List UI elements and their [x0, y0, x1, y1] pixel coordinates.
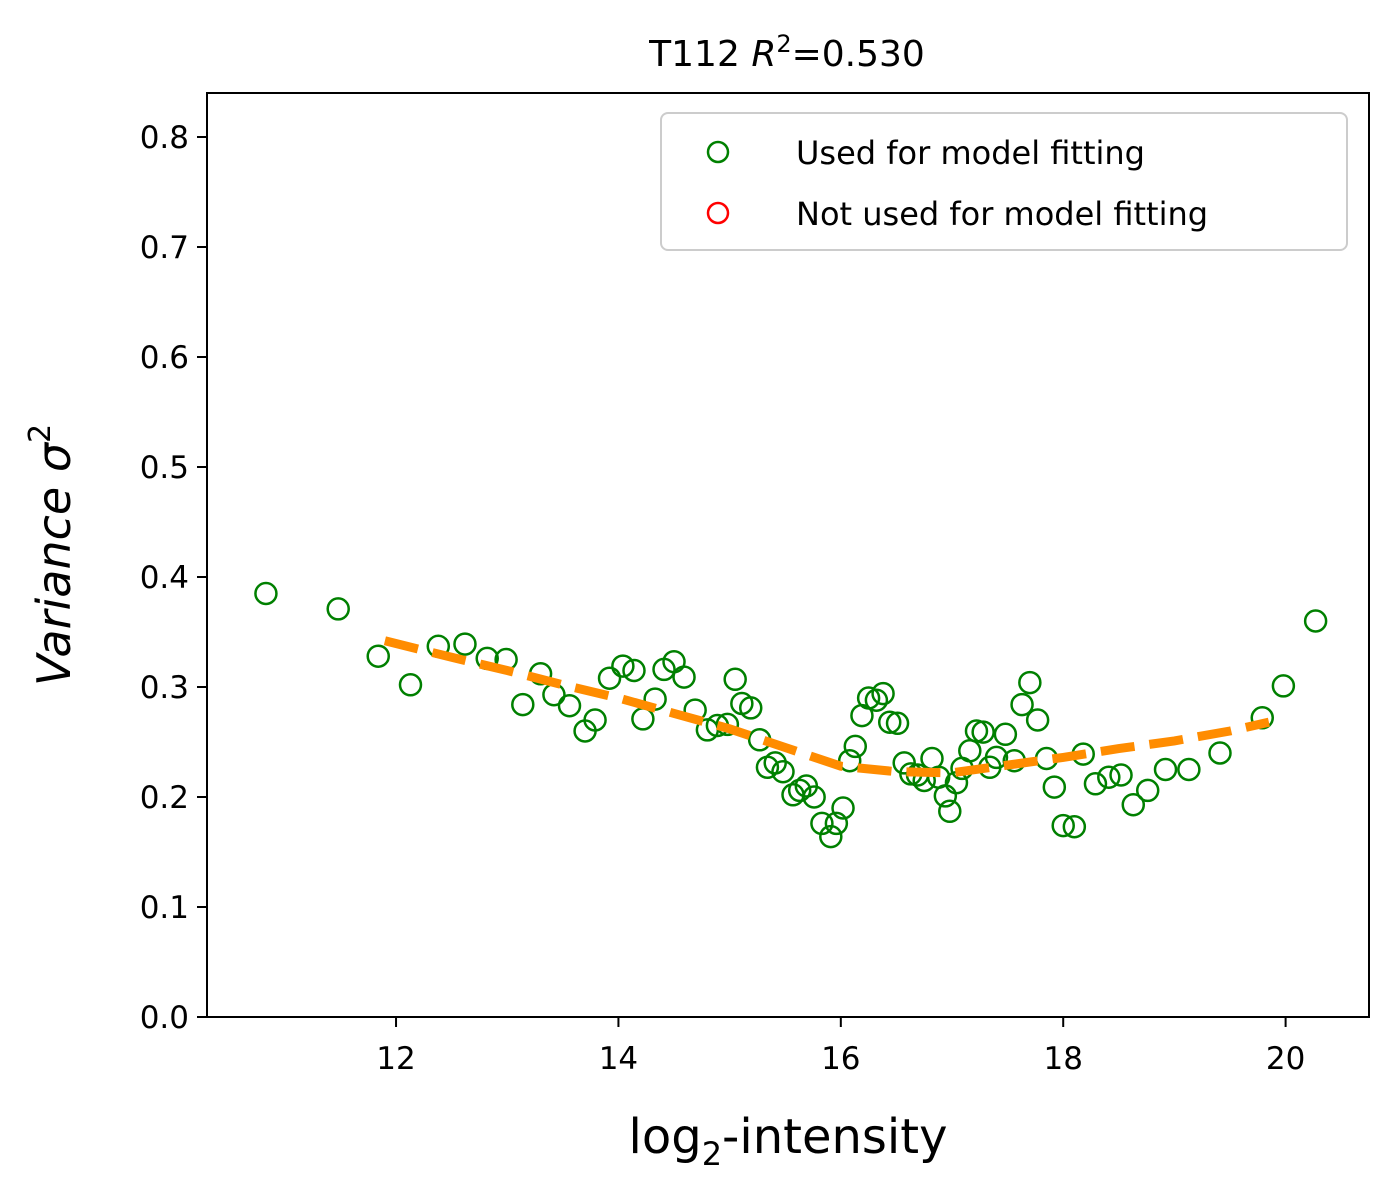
- data-point: [583, 708, 607, 732]
- data-point: [738, 696, 763, 720]
- y-tick-label: 0.5: [140, 450, 189, 486]
- y-tick-label: 0.7: [140, 230, 189, 266]
- data-point: [787, 778, 812, 803]
- legend-label-used: Used for model fitting: [796, 134, 1145, 172]
- data-point: [1097, 765, 1121, 789]
- data-point: [824, 811, 849, 836]
- data-point: [672, 665, 696, 689]
- plot-area: [254, 581, 1328, 849]
- data-point: [1051, 813, 1075, 838]
- data-point: [1121, 792, 1146, 817]
- y-tick-label: 0.4: [140, 560, 189, 596]
- y-tick-label: 0.8: [140, 120, 189, 156]
- data-point: [1010, 692, 1034, 717]
- y-tick-label: 0.2: [140, 780, 189, 816]
- x-axis-label: log2-intensity: [629, 1109, 948, 1173]
- data-point: [254, 581, 278, 606]
- data-point: [542, 682, 566, 707]
- y-tick-label: 0.1: [140, 890, 189, 926]
- data-point: [971, 720, 995, 744]
- legend-box: [660, 112, 1348, 251]
- data-point: [1109, 763, 1133, 787]
- data-point: [511, 692, 535, 717]
- legend-marker-not-used: [706, 201, 730, 225]
- y-tick-label: 0.6: [140, 340, 189, 376]
- y-axis-label: Variance σ2: [23, 424, 81, 686]
- data-point: [723, 667, 747, 692]
- x-axis: 12 14 16 18 20: [376, 1017, 1305, 1077]
- data-point: [984, 745, 1009, 770]
- data-point: [1025, 708, 1050, 732]
- data-point: [1135, 778, 1160, 803]
- data-point: [1062, 814, 1087, 839]
- legend: Used for model fitting Not used for mode…: [660, 112, 1348, 251]
- data-point: [771, 759, 795, 784]
- data-point: [993, 722, 1018, 747]
- legend-marker-used: [706, 140, 730, 164]
- legend-label-not-used: Not used for model fitting: [796, 195, 1208, 233]
- x-tick-label: 12: [376, 1041, 415, 1077]
- data-point: [366, 644, 390, 668]
- x-tick-label: 20: [1266, 1041, 1305, 1077]
- y-axis: 0.0 0.1 0.2 0.3 0.4 0.5 0.6 0.7 0.8: [140, 120, 207, 1036]
- data-point: [802, 785, 826, 809]
- data-point: [1042, 775, 1067, 799]
- data-point: [1177, 757, 1201, 782]
- chart-title: T112 R2=0.530: [648, 30, 925, 75]
- data-point: [871, 681, 895, 706]
- data-point: [763, 751, 787, 775]
- x-tick-label: 16: [821, 1041, 860, 1077]
- data-point: [557, 693, 582, 718]
- data-point: [885, 711, 910, 736]
- y-tick-label: 0.0: [140, 1000, 189, 1036]
- y-tick-label: 0.3: [140, 670, 189, 706]
- data-point: [1018, 670, 1042, 695]
- data-point: [837, 748, 862, 773]
- data-point: [597, 666, 622, 690]
- data-point: [622, 658, 646, 683]
- axes-frame: [206, 92, 1370, 1018]
- data-point: [831, 796, 855, 820]
- data-point: [398, 673, 423, 697]
- data-point: [843, 734, 868, 759]
- data-point: [938, 799, 962, 824]
- data-point: [1303, 609, 1328, 633]
- data-point: [453, 632, 477, 656]
- data-point: [1271, 674, 1296, 698]
- data-point: [819, 824, 843, 849]
- fit-line: [383, 636, 1270, 778]
- data-point: [631, 707, 655, 731]
- data-point: [715, 712, 740, 737]
- data-point: [958, 739, 982, 763]
- data-point: [933, 784, 958, 808]
- data-point: [877, 710, 902, 734]
- data-point: [864, 688, 889, 712]
- data-point: [611, 654, 635, 678]
- data-point: [326, 597, 350, 621]
- data-point: [1153, 757, 1178, 782]
- data-point: [1208, 741, 1232, 765]
- data-point: [1083, 772, 1108, 796]
- x-tick-label: 14: [599, 1041, 638, 1077]
- x-tick-label: 18: [1043, 1041, 1082, 1077]
